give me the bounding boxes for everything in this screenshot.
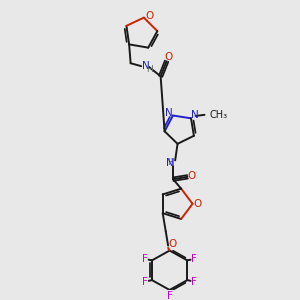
Text: N: N: [166, 158, 174, 168]
Text: O: O: [169, 239, 177, 249]
Text: O: O: [194, 199, 202, 209]
Text: H: H: [167, 158, 173, 167]
Text: F: F: [167, 291, 172, 300]
Text: O: O: [145, 11, 153, 21]
Text: F: F: [191, 254, 197, 264]
Text: F: F: [142, 254, 148, 264]
Text: N: N: [142, 61, 149, 71]
Text: F: F: [142, 277, 148, 286]
Text: O: O: [188, 171, 196, 181]
Text: F: F: [191, 277, 197, 286]
Text: N: N: [191, 110, 199, 120]
Text: CH₃: CH₃: [209, 110, 227, 120]
Text: O: O: [164, 52, 172, 62]
Text: N: N: [165, 108, 172, 118]
Text: H: H: [146, 65, 153, 74]
